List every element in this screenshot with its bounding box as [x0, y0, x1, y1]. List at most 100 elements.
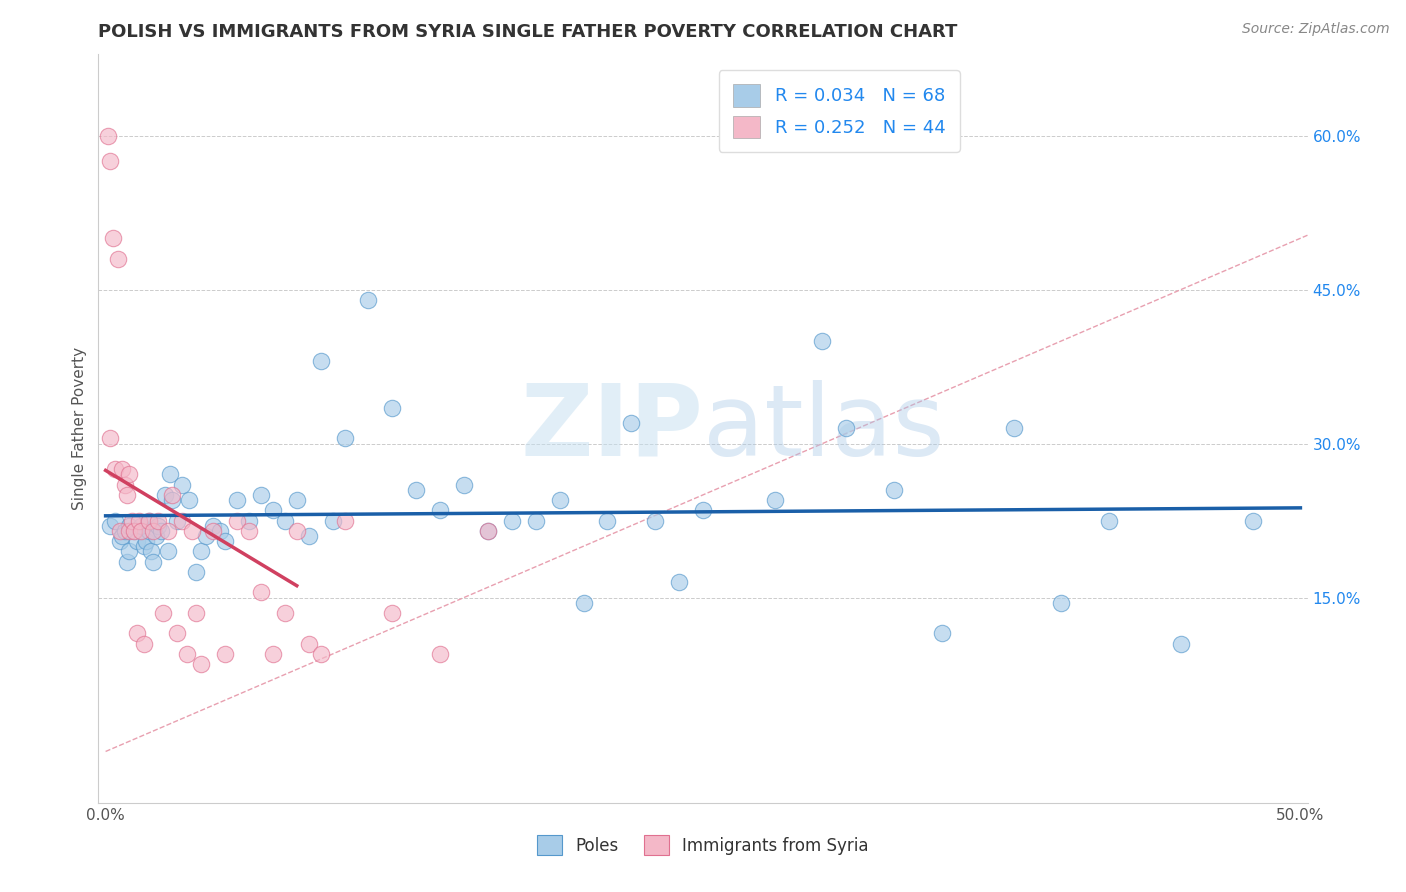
Point: [131, 524, 153, 538]
Point: [1170, 637, 1192, 651]
Point: [429, 503, 451, 517]
Point: [122, 524, 145, 538]
Point: [202, 518, 225, 533]
Point: [429, 647, 451, 661]
Point: [166, 626, 188, 640]
Point: [190, 544, 212, 558]
Point: [811, 334, 834, 348]
Point: [214, 534, 236, 549]
Point: [118, 518, 141, 533]
Point: [114, 524, 136, 538]
Point: [146, 518, 169, 533]
Point: [180, 524, 202, 538]
Point: [118, 467, 141, 482]
Point: [763, 493, 786, 508]
Point: [194, 529, 217, 543]
Point: [142, 555, 165, 569]
Point: [209, 524, 232, 538]
Point: [125, 626, 148, 640]
Point: [190, 657, 212, 672]
Point: [596, 514, 619, 528]
Point: [166, 514, 188, 528]
Point: [668, 575, 690, 590]
Point: [322, 514, 344, 528]
Point: [453, 477, 475, 491]
Point: [262, 647, 284, 661]
Point: [186, 606, 208, 620]
Point: [176, 647, 198, 661]
Point: [238, 524, 260, 538]
Point: [131, 518, 153, 533]
Point: [149, 524, 172, 538]
Point: [644, 514, 666, 528]
Point: [405, 483, 427, 497]
Point: [186, 565, 208, 579]
Point: [274, 514, 297, 528]
Point: [118, 544, 141, 558]
Point: [1050, 596, 1073, 610]
Point: [883, 483, 905, 497]
Point: [931, 626, 953, 640]
Point: [159, 467, 181, 482]
Point: [333, 432, 356, 446]
Point: [139, 544, 162, 558]
Point: [298, 637, 321, 651]
Point: [122, 524, 145, 538]
Point: [98, 518, 121, 533]
Point: [111, 462, 134, 476]
Point: [285, 493, 308, 508]
Text: Source: ZipAtlas.com: Source: ZipAtlas.com: [1241, 22, 1389, 37]
Y-axis label: Single Father Poverty: Single Father Poverty: [72, 347, 87, 509]
Point: [357, 293, 380, 307]
Point: [381, 401, 404, 415]
Point: [108, 534, 131, 549]
Point: [170, 514, 193, 528]
Point: [104, 462, 127, 476]
Point: [138, 514, 160, 528]
Point: [155, 488, 177, 502]
Point: [298, 529, 321, 543]
Point: [274, 606, 297, 620]
Point: [835, 421, 858, 435]
Point: [132, 637, 155, 651]
Point: [101, 231, 124, 245]
Point: [138, 514, 160, 528]
Point: [170, 477, 193, 491]
Point: [572, 596, 595, 610]
Point: [118, 524, 141, 538]
Point: [381, 606, 404, 620]
Text: atlas: atlas: [703, 380, 945, 476]
Point: [111, 529, 134, 543]
Point: [262, 503, 284, 517]
Point: [333, 514, 356, 528]
Point: [142, 524, 165, 538]
Point: [132, 539, 155, 553]
Point: [250, 488, 273, 502]
Point: [477, 524, 499, 538]
Point: [250, 585, 273, 599]
Point: [104, 514, 127, 528]
Point: [501, 514, 523, 528]
Point: [145, 529, 167, 543]
Text: ZIP: ZIP: [520, 380, 703, 476]
Point: [152, 606, 174, 620]
Point: [156, 524, 179, 538]
Point: [285, 524, 308, 538]
Point: [226, 514, 249, 528]
Point: [179, 493, 201, 508]
Point: [1241, 514, 1264, 528]
Point: [162, 493, 184, 508]
Point: [477, 524, 499, 538]
Point: [162, 488, 184, 502]
Point: [309, 647, 332, 661]
Legend: Poles, Immigrants from Syria: Poles, Immigrants from Syria: [530, 829, 876, 862]
Point: [115, 555, 138, 569]
Point: [121, 514, 143, 528]
Point: [98, 154, 121, 169]
Point: [156, 544, 179, 558]
Point: [115, 488, 138, 502]
Point: [108, 524, 131, 538]
Point: [97, 128, 120, 143]
Point: [135, 534, 157, 549]
Point: [98, 432, 121, 446]
